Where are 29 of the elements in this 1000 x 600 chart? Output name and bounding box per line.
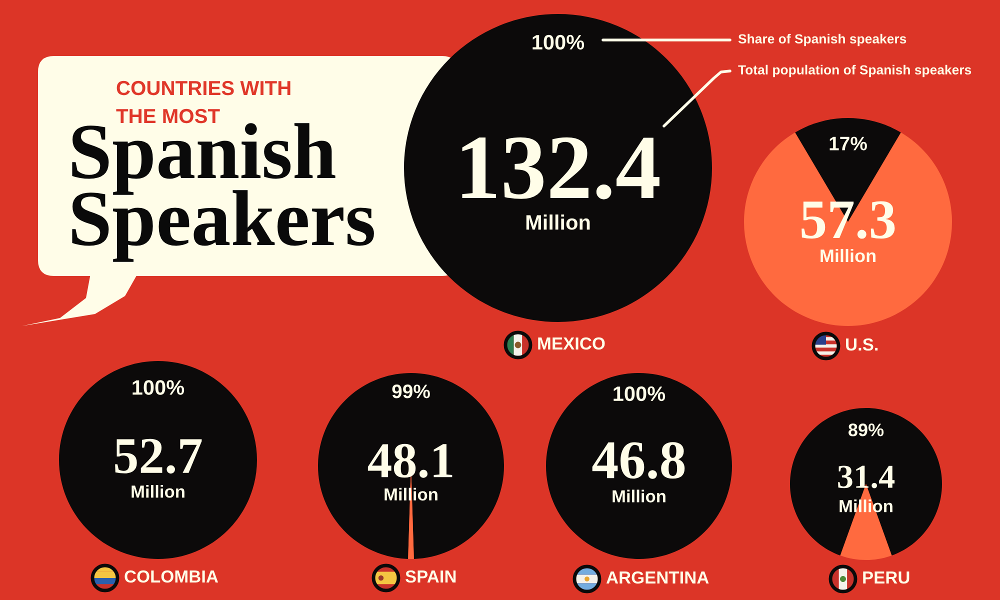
text: Million <box>132 485 184 498</box>
text: SPAIN <box>406 570 456 583</box>
text: 57.3 <box>802 201 895 239</box>
text: U.S. <box>846 338 878 351</box>
text: Million <box>820 248 876 262</box>
text: Million <box>612 490 666 502</box>
text: MEXICO <box>538 337 605 350</box>
pie-slice <box>744 132 952 326</box>
text: Share of Spanish speakers <box>738 34 906 46</box>
text: Total population of Spanish speakers <box>738 64 972 78</box>
data-label: 89% <box>848 424 884 436</box>
pie-slice <box>318 373 504 559</box>
data-label: 100% <box>614 386 666 402</box>
data-label: 99% <box>392 384 430 398</box>
text: 48.1 <box>368 444 452 478</box>
data-label: 100% <box>132 380 184 395</box>
data-label: 17% <box>830 136 867 150</box>
text: Million <box>526 214 590 230</box>
data-label: 100% <box>532 34 584 50</box>
text: 132.4 <box>462 137 660 200</box>
text: 52.7 <box>115 438 202 474</box>
text: ARGENTINA <box>606 571 709 584</box>
pie-slice <box>790 408 942 556</box>
text: PERU <box>863 572 910 584</box>
text: COUNTRIES WITH THE MOST <box>116 80 290 124</box>
text: 31.4 <box>838 466 895 488</box>
text: 46.8 <box>592 442 685 479</box>
text: COLOMBIA <box>124 570 218 583</box>
text: Spanish Speakers <box>72 123 374 262</box>
